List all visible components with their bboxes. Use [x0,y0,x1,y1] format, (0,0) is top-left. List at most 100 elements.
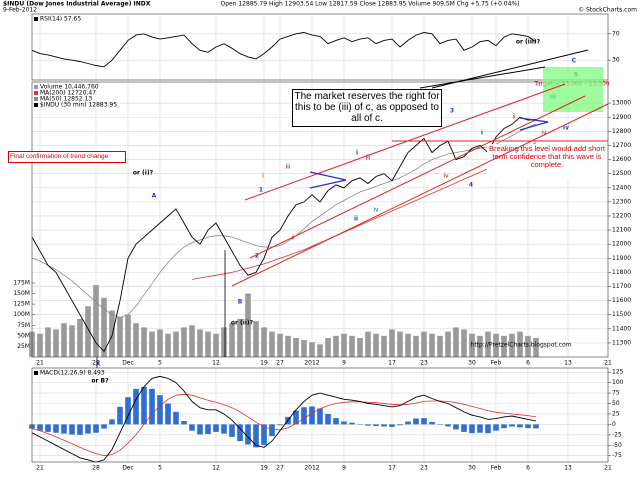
annotation: iv [541,130,547,137]
annotation-text: The market reserves the right for this t… [292,88,442,128]
bar [165,333,171,357]
annotation: or (ii)? [231,320,254,327]
legend-label: MA(200) 12720.47 [40,90,96,97]
y-tick-label: 12600 [612,156,631,163]
bar [421,418,427,425]
bar [469,333,475,357]
y-tick-label: 12300 [612,198,631,205]
x-tick-label: 5 [158,360,162,367]
y-tick-label: 11300 [612,339,631,346]
bar [301,340,307,357]
bar [77,424,83,435]
bar [61,323,67,357]
bar [261,327,267,357]
annotation: 2 [255,253,259,260]
bar [485,331,491,357]
y-tick-label: 12900 [612,114,631,121]
bar [285,335,291,357]
bar [37,424,43,431]
y-tick-label: 70 [612,30,620,37]
annotation: ii [291,235,295,242]
y-tick-label: 25 [612,410,620,417]
y2-tick-label: 50M [17,332,30,339]
annotation: 1 [259,187,263,194]
line [31,123,537,318]
bar [349,335,355,357]
bar [173,331,179,357]
x-tick-label: 30 [468,465,476,472]
bar [525,424,531,429]
bar [53,329,59,357]
bar [405,421,411,425]
target-zone [543,67,603,112]
y-tick-label: 12400 [612,184,631,191]
legend-swatch [34,103,38,107]
bar [85,306,91,357]
bar [205,331,211,357]
annotation-box: Final confirmation of trend change [8,151,126,163]
bar [237,318,243,357]
bar [461,329,467,357]
panel-frame [31,81,609,358]
x-tick-label: 9 [342,360,346,367]
legend-swatch [34,97,38,101]
bar [477,335,483,357]
x-tick-label: Feb [491,465,502,472]
y-tick-label: 0 [612,421,616,428]
bar [381,424,387,427]
annotation: ii [354,216,358,223]
legend-swatch [34,91,38,95]
credit: © StockCharts.com [578,7,637,14]
bar [469,424,475,434]
bar [197,424,203,435]
bar [157,395,163,425]
bar [109,310,115,357]
bar [189,325,195,357]
x-tick-label: 12 [212,465,220,472]
annotation: A [152,193,157,200]
annotation: iv [563,125,569,132]
line [31,116,537,353]
line [31,375,537,463]
bar [333,335,339,357]
x-tick-label: 28 [92,465,100,472]
bar [325,413,331,425]
y-tick-label: 12500 [612,170,631,177]
y-tick-label: 12100 [612,227,631,234]
x-tick-label: 17 [388,465,396,472]
bar [53,424,59,433]
bar [373,424,379,427]
x-tick-label: 2012 [304,465,319,472]
y-tick-label: 12800 [612,128,631,135]
y-tick-label: 11700 [612,283,631,290]
y2-tick-label: 125M [13,301,30,308]
annotation: or B? [91,378,109,385]
bar [109,419,115,425]
legend-swatch [34,17,38,21]
x-tick-label: Dec [122,465,134,472]
bar [357,337,363,357]
bar [501,335,507,357]
annotation: ii [512,114,516,121]
bar [189,424,195,431]
triangle-line [519,121,549,131]
bar [509,424,515,427]
legend-label: Volume 10,446,760 [40,84,99,91]
pointer [419,66,546,89]
triangle-line [309,171,347,181]
annotation: i [262,173,264,180]
bar [477,424,483,433]
bar [517,424,523,428]
annotation: B [238,299,243,306]
bar [93,424,99,433]
bar [269,424,275,437]
bar [293,410,299,425]
y-tick-label: 12200 [612,212,631,219]
y-tick-label: 75 [612,390,620,397]
legend-label: RSI(14) 57.65 [40,16,81,23]
bar [165,403,171,425]
bar [533,424,539,429]
bar [261,424,267,445]
bar [381,335,387,357]
bar [101,424,107,429]
